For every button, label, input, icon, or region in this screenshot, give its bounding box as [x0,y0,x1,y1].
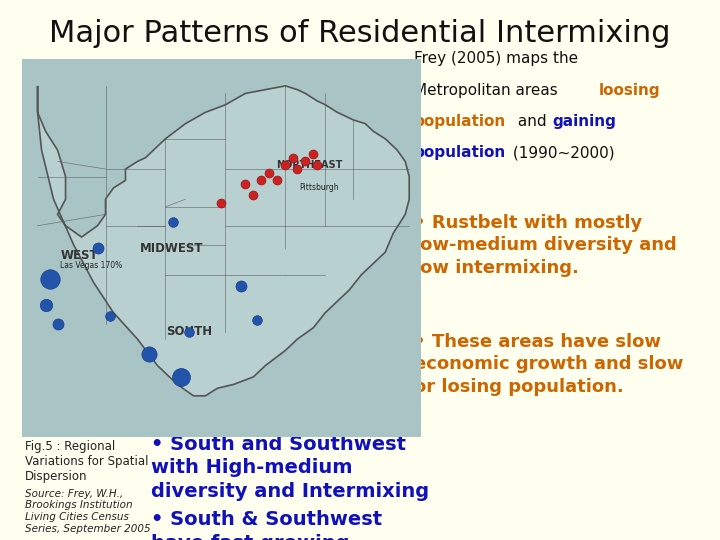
Text: gaining: gaining [552,114,616,129]
Text: • South and Southwest
with High-medium
diversity and Intermixing: • South and Southwest with High-medium d… [151,435,429,501]
Text: Fig.5 : Regional
Variations for Spatial
Dispersion: Fig.5 : Regional Variations for Spatial … [25,440,149,483]
Text: population: population [414,114,506,129]
Text: MIDWEST: MIDWEST [140,242,203,255]
Text: loosing: loosing [598,83,660,98]
Text: • These areas have slow
economic growth and slow
or losing population.: • These areas have slow economic growth … [414,333,683,396]
Text: Source: Frey, W.H.,
Brookings Institution
Living Cities Census
Series, September: Source: Frey, W.H., Brookings Institutio… [25,489,150,534]
Text: SOUTH: SOUTH [166,325,212,338]
Text: • South & Southwest
have fast growing
population and Economy: • South & Southwest have fast growing po… [151,510,423,540]
Text: (1990~2000): (1990~2000) [508,145,615,160]
Text: Metropolitan areas: Metropolitan areas [414,83,562,98]
Text: NORTHEAST: NORTHEAST [276,160,343,170]
Text: Las Vegas 170%: Las Vegas 170% [60,261,122,270]
Text: and: and [513,114,552,129]
Text: population: population [414,145,506,160]
Text: Pittsburgh: Pittsburgh [300,184,339,192]
Text: • Rustbelt with mostly
low-medium diversity and
low intermixing.: • Rustbelt with mostly low-medium divers… [414,214,677,276]
Text: WEST: WEST [60,249,99,262]
Polygon shape [37,86,409,396]
Text: Frey (2005) maps the: Frey (2005) maps the [414,51,578,66]
Text: Major Patterns of Residential Intermixing: Major Patterns of Residential Intermixin… [49,19,671,48]
